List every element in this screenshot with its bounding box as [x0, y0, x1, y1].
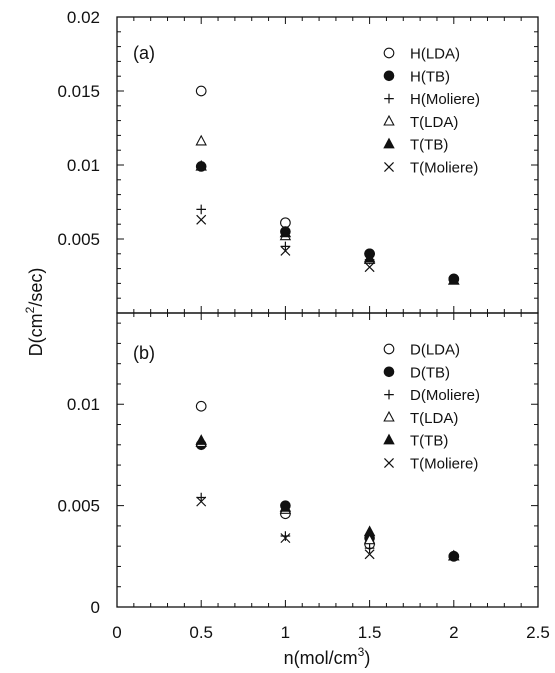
legend-label: H(Moliere): [410, 91, 480, 108]
x-axis-title: n(mol/cm3): [284, 645, 371, 668]
data-point: [195, 85, 207, 97]
data-point: [363, 525, 376, 537]
y-tick-label: 0: [91, 598, 100, 617]
x-axis-title-superscript: 3: [358, 645, 365, 659]
panel-b-y-tick-labels: 0 0.005 0.01: [57, 395, 100, 617]
legend-label: H(TB): [410, 68, 450, 85]
y-tick-label: 0.015: [57, 82, 100, 101]
data-point: [280, 531, 291, 541]
y-axis-title: D(cm2/sec): [23, 268, 46, 357]
panel-a-points: [195, 85, 460, 285]
y-tick-label: 0.005: [57, 230, 100, 249]
legend-label: T(Moliere): [410, 456, 478, 473]
data-point: [280, 245, 291, 256]
x-tick-label: 0: [112, 623, 121, 642]
panel-b-ticks: [116, 313, 539, 608]
data-point: [279, 501, 292, 512]
legend-marker: [383, 433, 395, 445]
data-point: [364, 543, 375, 553]
data-point: [195, 159, 207, 171]
data-point: [280, 217, 291, 229]
y-tick-label: 0.01: [67, 156, 100, 175]
data-point: [195, 434, 207, 445]
data-point: [280, 533, 291, 544]
legend-marker: [383, 410, 395, 422]
data-point: [195, 400, 207, 412]
legend-marker: [384, 93, 394, 104]
legend-marker: [383, 47, 395, 59]
x-tick-labels: 0 0.5 1 1.5 2 2.5: [112, 623, 550, 642]
legend-marker: [383, 70, 395, 82]
panel-b-label: (b): [133, 343, 155, 363]
data-point: [280, 241, 291, 252]
legend-marker: [383, 137, 395, 149]
legend-label: D(Moliere): [410, 387, 480, 404]
legend-label: T(TB): [410, 137, 448, 154]
panel-b-legend: D(LDA) D(TB) D(Moliere) T(LDA) T(TB) T(Molier…: [383, 342, 480, 473]
data-point: [196, 496, 207, 507]
data-point: [196, 214, 207, 225]
y-tick-label: 0.02: [67, 8, 100, 27]
legend-marker: [383, 114, 395, 126]
legend-label: D(TB): [410, 364, 450, 381]
panel-b-points: [195, 400, 460, 562]
x-tick-label: 0.5: [189, 623, 213, 642]
y-axis-title-superscript: 2: [23, 306, 37, 313]
panel-a: 0.005 0.01 0.015 0.02 (a) H(LDA) H(TB) H(Moli…: [57, 8, 539, 314]
data-point: [364, 262, 375, 273]
x-axis-title-main: n(mol/cm: [284, 648, 358, 668]
data-point: [196, 204, 206, 215]
data-point: [279, 226, 292, 238]
panel-a-legend: H(LDA) H(TB) H(Moliere) T(LDA) T(TB) T(Molier…: [383, 46, 480, 177]
data-point: [448, 549, 460, 561]
legend-label: D(LDA): [410, 342, 460, 359]
legend-label: T(LDA): [410, 410, 458, 427]
data-point: [448, 273, 460, 285]
legend-label: T(TB): [410, 433, 448, 450]
panel-b-frame: [116, 312, 539, 608]
legend-marker: [383, 366, 395, 378]
legend-label: H(LDA): [410, 46, 460, 63]
panel-b: 0 0.005 0.01 (b) D(LDA) D(TB) D(Moliere) T(LD…: [57, 312, 539, 617]
panel-a-label: (a): [133, 43, 155, 63]
data-point: [364, 549, 375, 560]
data-point: [363, 533, 376, 545]
legend-marker: [384, 458, 394, 468]
x-tick-label: 2: [449, 623, 458, 642]
legend-label: T(Moliere): [410, 160, 478, 177]
panel-a-ticks: [116, 16, 539, 314]
x-tick-label: 1: [281, 623, 290, 642]
x-tick-label: 2.5: [526, 623, 550, 642]
x-tick-label: 1.5: [358, 623, 382, 642]
legend-label: T(LDA): [410, 114, 458, 131]
data-point: [196, 492, 206, 503]
y-axis-title-main: D(cm: [26, 313, 46, 356]
y-tick-label: 0.005: [57, 497, 100, 516]
y-tick-label: 0.01: [67, 395, 100, 414]
legend-marker: [383, 343, 395, 355]
x-axis-title-close: ): [364, 648, 370, 668]
legend-marker: [384, 162, 394, 172]
panel-a-y-tick-labels: 0.005 0.01 0.015 0.02: [57, 8, 100, 249]
data-point: [195, 134, 207, 146]
y-axis-title-close: /sec): [26, 268, 46, 307]
legend-marker: [384, 389, 394, 400]
data-point: [363, 251, 376, 263]
